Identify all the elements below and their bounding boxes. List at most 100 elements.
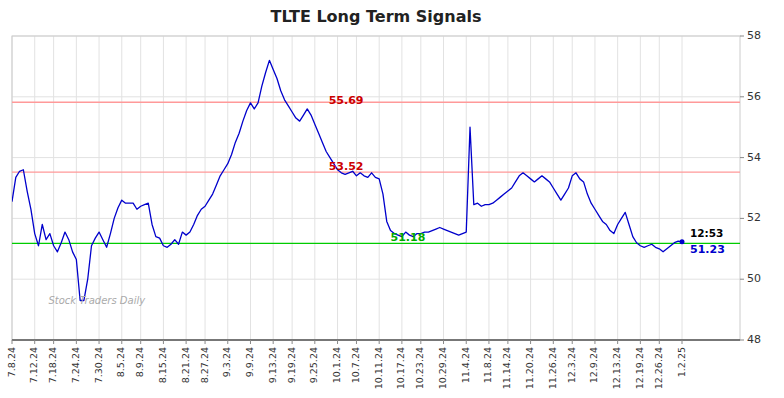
last-price-label: 51.23: [690, 243, 725, 256]
chart: TLTE Long Term Signals 48 50 52 54 56 58 7.8.24…: [0, 0, 784, 398]
x-tick-label: 10.17.24: [395, 347, 406, 389]
y-tick-label: 52: [747, 211, 761, 224]
x-grid-line: [420, 36, 421, 340]
x-tick-label: 9.13.24: [267, 347, 278, 383]
x-tick: [379, 340, 380, 344]
x-grid-line: [337, 36, 338, 340]
y-grid-line: [12, 340, 740, 341]
y-tick: [740, 218, 744, 219]
x-grid-line: [659, 36, 660, 340]
x-grid-line: [163, 36, 164, 340]
x-tick: [205, 340, 206, 344]
y-tick-label: 54: [747, 151, 761, 164]
annotation: 51.18: [391, 231, 426, 244]
y-grid-line: [12, 157, 740, 158]
x-tick-label: 8.5.24: [115, 347, 126, 377]
watermark: Stock Traders Daily: [48, 295, 146, 306]
y-tick-label: 56: [747, 90, 761, 103]
x-tick: [682, 340, 683, 344]
x-grid-line: [34, 36, 35, 340]
x-grid-line: [227, 36, 228, 340]
x-tick-label: 7.18.24: [47, 347, 58, 383]
x-grid-line: [443, 36, 444, 340]
x-tick: [12, 340, 13, 344]
x-tick-label: 11.20.24: [524, 347, 535, 389]
y-tick: [740, 157, 744, 158]
x-grid-line: [292, 36, 293, 340]
x-tick-label: 11.26.24: [547, 347, 558, 389]
x-tick: [466, 340, 467, 344]
x-grid-line: [314, 36, 315, 340]
y-tick: [740, 340, 744, 341]
x-tick: [99, 340, 100, 344]
x-grid-line: [356, 36, 357, 340]
y-tick: [740, 96, 744, 97]
x-tick: [53, 340, 54, 344]
x-tick-label: 8.21.24: [180, 347, 191, 383]
x-tick: [572, 340, 573, 344]
x-axis-line: [12, 339, 740, 341]
y-tick: [740, 279, 744, 280]
price-line: [12, 60, 682, 300]
x-grid-line: [572, 36, 573, 340]
x-tick: [507, 340, 508, 344]
x-tick: [121, 340, 122, 344]
horizontal-line: [12, 243, 740, 244]
x-tick-label: 7.24.24: [70, 347, 81, 383]
x-tick-label: 9.19.24: [286, 347, 297, 383]
x-grid-line: [273, 36, 274, 340]
x-tick-label: 10.7.24: [350, 347, 361, 383]
plot-background: [12, 36, 740, 340]
x-grid-line: [379, 36, 380, 340]
x-tick-label: 12.13.24: [611, 347, 622, 389]
x-tick-label: 9.25.24: [308, 347, 319, 383]
y-tick-label: 50: [747, 272, 761, 285]
x-tick-label: 12.3.24: [566, 347, 577, 383]
plot-data: [12, 60, 740, 300]
x-tick-label: 10.11.24: [373, 347, 384, 389]
x-tick: [227, 340, 228, 344]
x-tick: [186, 340, 187, 344]
x-tick: [34, 340, 35, 344]
x-tick-label: 11.14.24: [501, 347, 512, 389]
x-tick-label: 7.30.24: [93, 347, 104, 383]
x-tick-label: 11.8.24: [482, 347, 493, 383]
x-tick: [250, 340, 251, 344]
x-tick-label: 7.8.24: [6, 347, 17, 377]
x-tick-label: 7.12.24: [28, 347, 39, 383]
x-tick: [530, 340, 531, 344]
last-time-label: 12:53: [690, 227, 723, 239]
x-tick: [659, 340, 660, 344]
x-tick: [420, 340, 421, 344]
y-tick-label: 58: [747, 29, 761, 42]
x-tick-label: 12.26.24: [653, 347, 664, 389]
x-tick: [292, 340, 293, 344]
x-grid-line: [186, 36, 187, 340]
x-grid-line: [466, 36, 467, 340]
x-tick-label: 8.9.24: [134, 347, 145, 377]
x-grid-line: [507, 36, 508, 340]
last-point: [680, 239, 685, 244]
horizontal-line: [12, 172, 740, 173]
x-tick-label: 10.29.24: [437, 347, 448, 389]
annotation: 55.69: [329, 94, 364, 107]
x-tick-label: 8.15.24: [157, 347, 168, 383]
x-grid-line: [682, 36, 683, 340]
x-tick: [76, 340, 77, 344]
x-grid-line: [205, 36, 206, 340]
x-tick-label: 8.27.24: [199, 347, 210, 383]
plot-frame: [12, 36, 740, 340]
x-tick-label: 10.23.24: [414, 347, 425, 389]
x-tick-label: 9.9.24: [244, 347, 255, 377]
x-tick: [617, 340, 618, 344]
x-tick: [273, 340, 274, 344]
x-tick-label: 10.1.24: [331, 347, 342, 383]
x-tick: [488, 340, 489, 344]
title: TLTE Long Term Signals: [271, 7, 482, 26]
x-grid-line: [640, 36, 641, 340]
x-tick: [640, 340, 641, 344]
y-tick-label: 48: [747, 333, 761, 346]
x-tick: [553, 340, 554, 344]
horizontal-line: [12, 102, 740, 103]
x-tick-label: 12.19.24: [634, 347, 645, 389]
